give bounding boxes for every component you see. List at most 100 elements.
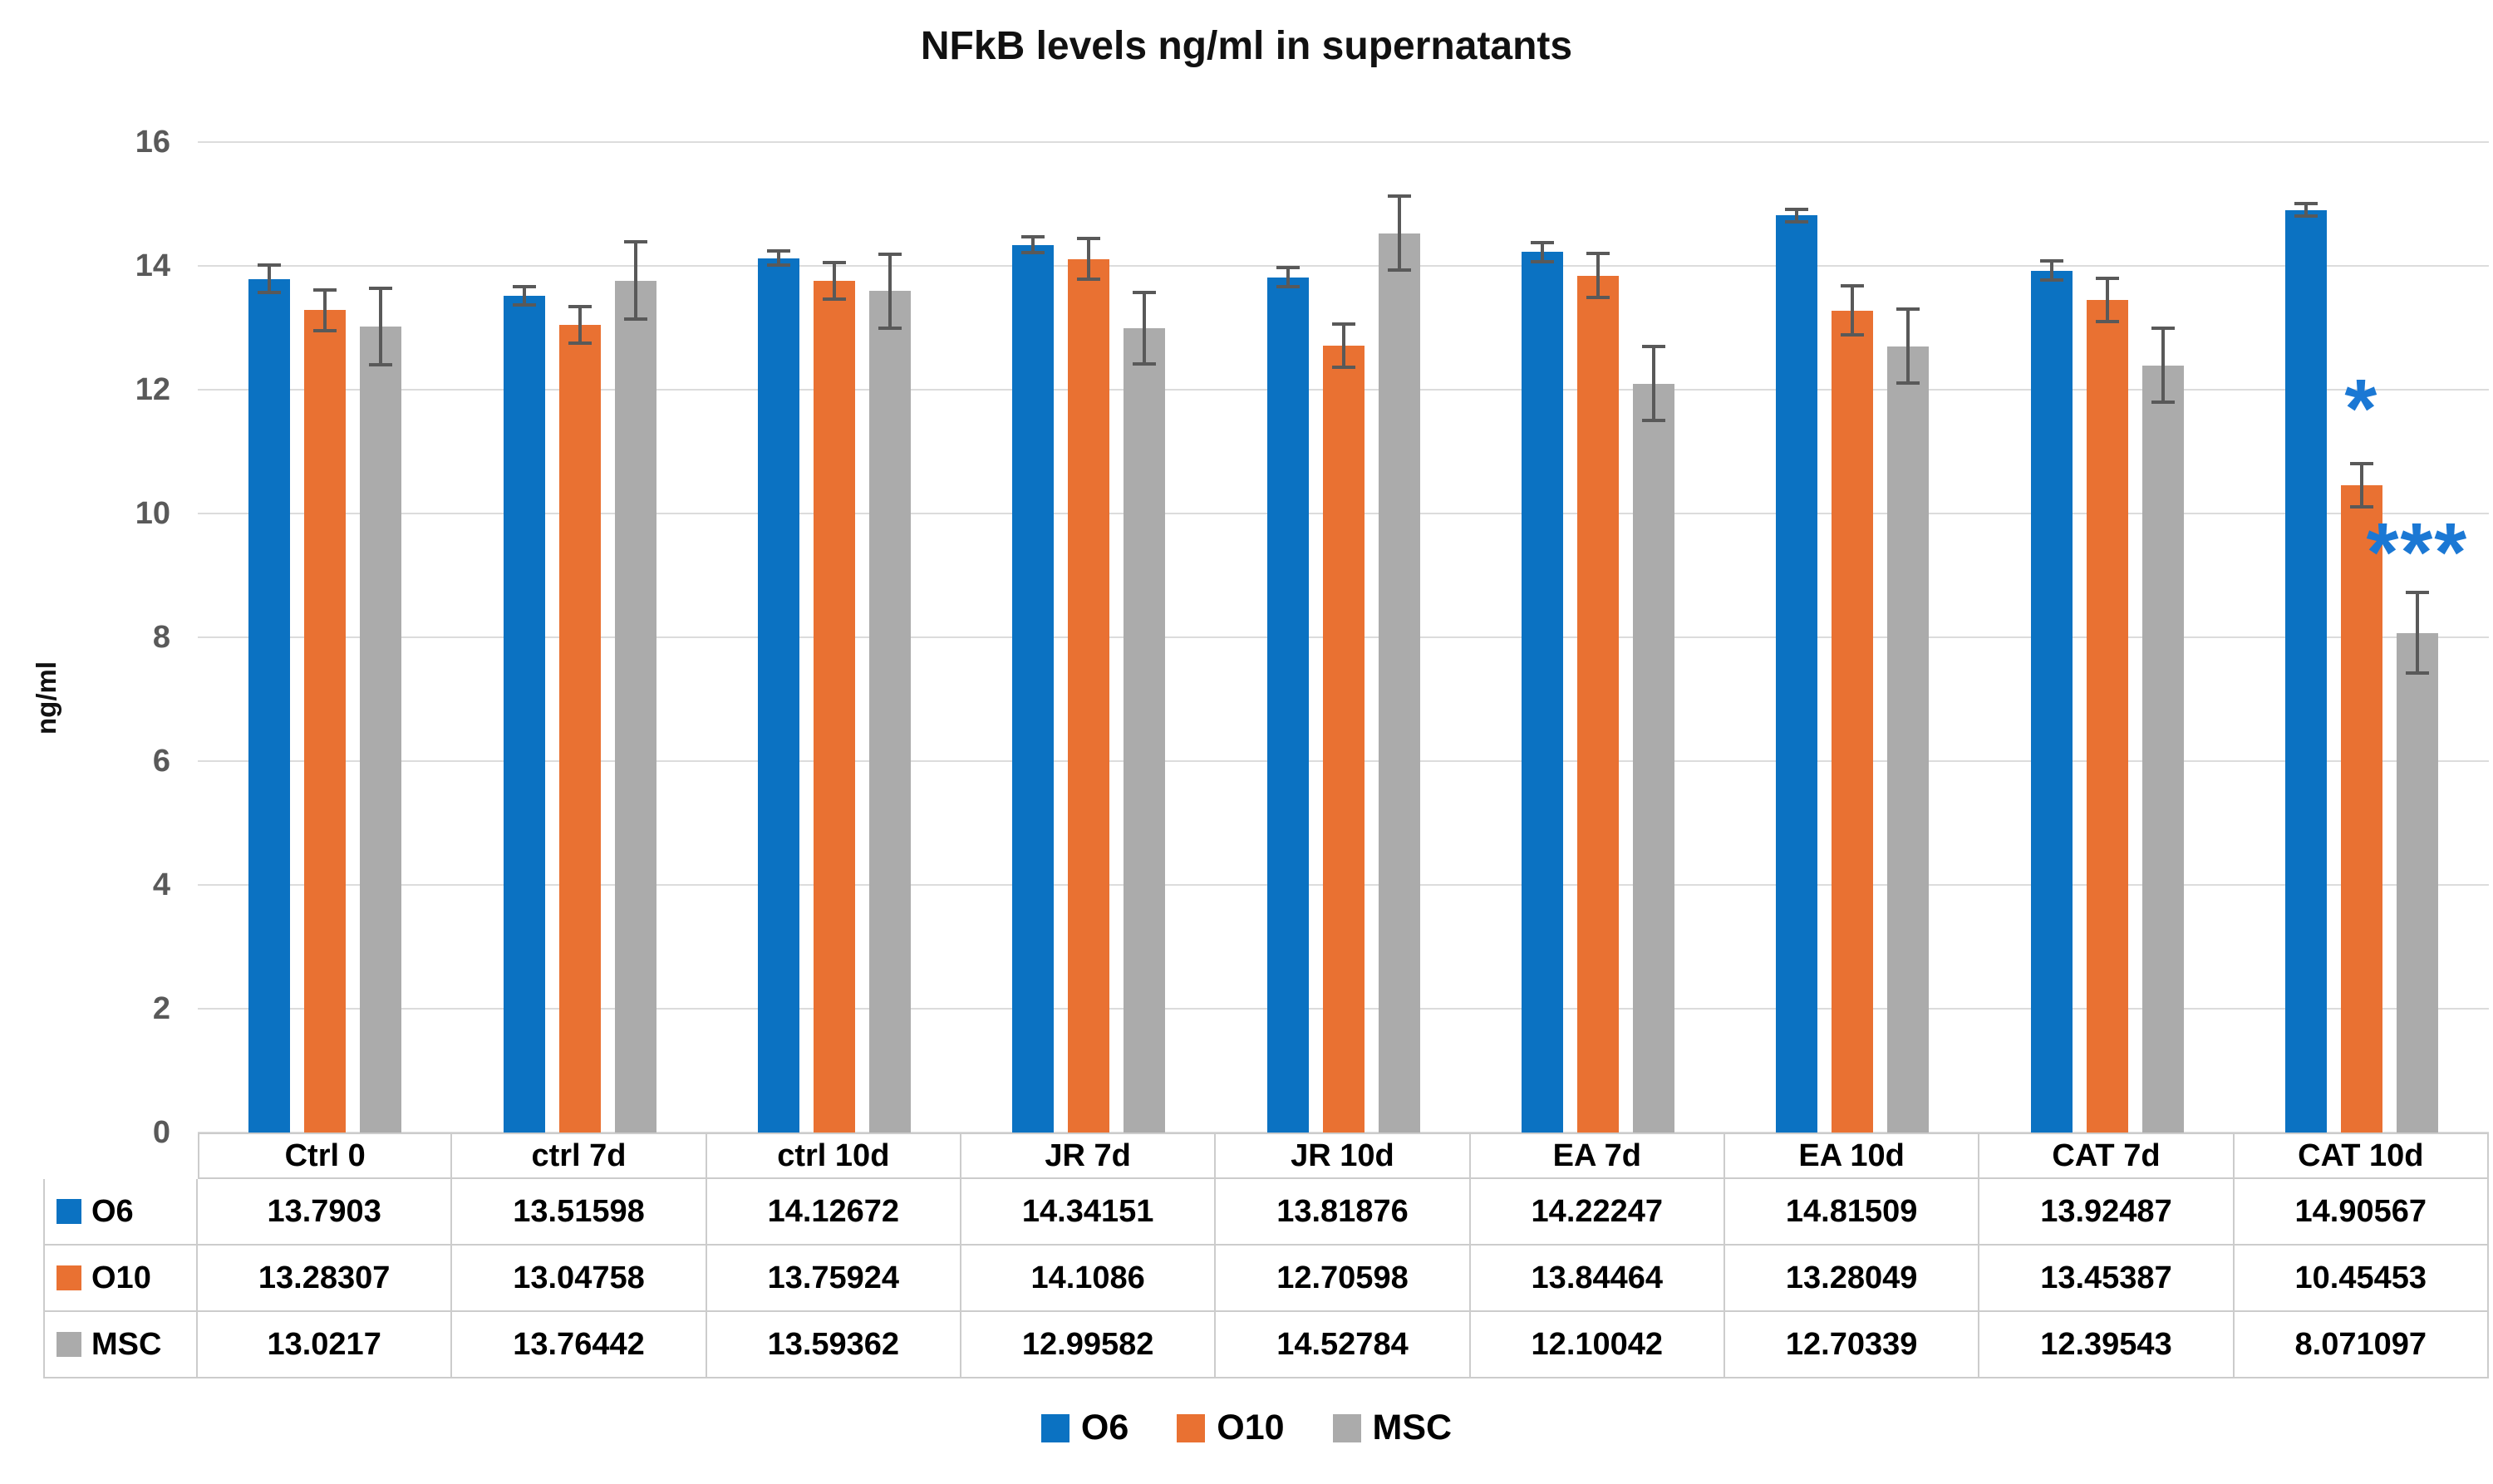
error-bar-cap: [1785, 219, 1809, 224]
table-header-cell: EA 7d: [1470, 1133, 1725, 1179]
bar-o6-ctrl-7d: [503, 296, 545, 1133]
error-bar: [2304, 204, 2308, 216]
y-tick-label: 6: [152, 744, 170, 779]
bar-o10-ctrl-0: [304, 310, 347, 1133]
table-value-cell: 14.81509: [1724, 1179, 1980, 1246]
error-bar: [1031, 236, 1035, 253]
data-table: Ctrl 0 ctrl 7d ctrl 10d JR 7d JR 10d EA 7d EA …: [43, 1133, 2489, 1378]
error-bar-cap: [822, 297, 846, 302]
table-value-cell: 12.99582: [961, 1312, 1217, 1378]
error-bar-cap: [1586, 295, 1610, 299]
table-corner-cell: [43, 1133, 198, 1179]
error-bar: [379, 287, 383, 366]
bar-o10-ctrl-7d: [558, 324, 601, 1133]
error-bar-cap: [1841, 283, 1865, 287]
bar-msc-ea-10d: [1887, 346, 1930, 1133]
error-bar-cap: [2095, 276, 2119, 280]
error-bar-cap: [369, 363, 393, 367]
bar-msc-ctrl-10d: [868, 291, 911, 1133]
error-bar: [888, 253, 892, 328]
bar-o10-ea-7d: [1576, 275, 1619, 1133]
bar-o6-ea-10d: [1776, 215, 1818, 1133]
error-bar-cap: [1276, 266, 1300, 270]
error-bar: [2161, 327, 2165, 403]
table-header-cell: JR 7d: [961, 1133, 1217, 1179]
table-header-cell: ctrl 7d: [452, 1133, 707, 1179]
table-value-cell: 13.04758: [452, 1246, 707, 1312]
error-bar-cap: [369, 286, 393, 290]
error-bar: [2105, 278, 2109, 322]
error-bar: [268, 265, 272, 292]
table-value-cell: 13.7903: [198, 1179, 453, 1246]
error-bar-cap: [2349, 462, 2373, 466]
y-tick-label: 14: [135, 248, 170, 283]
legend-swatch-icon: [1177, 1413, 1206, 1442]
error-bar-cap: [2349, 505, 2373, 509]
y-tick-label: 4: [152, 867, 170, 902]
significance-asterisk: ***: [2366, 506, 2469, 599]
error-bar-cap: [1331, 366, 1355, 370]
error-bar-cap: [313, 328, 337, 332]
error-bar: [578, 306, 582, 344]
error-bar-cap: [1133, 362, 1157, 366]
bar-o10-cat-10d: [2340, 485, 2382, 1133]
error-bar-cap: [1387, 194, 1411, 198]
error-bar-cap: [766, 248, 790, 253]
error-bar-cap: [623, 240, 647, 244]
y-tick-label: 0: [152, 1115, 170, 1150]
legend-key-icon: [57, 1199, 81, 1224]
error-bar: [1087, 238, 1091, 280]
legend-key-icon: [57, 1265, 81, 1290]
error-bar: [633, 242, 637, 319]
error-bar: [1341, 324, 1345, 368]
legend-swatch-icon: [1040, 1413, 1069, 1442]
bar-o10-ea-10d: [1832, 310, 1874, 1133]
error-bar-cap: [2151, 326, 2175, 330]
error-bar-cap: [313, 287, 337, 292]
error-bar: [2049, 261, 2053, 280]
error-bar-cap: [568, 304, 592, 308]
table-header-cell: JR 10d: [1216, 1133, 1471, 1179]
bar-o6-ctrl-10d: [757, 258, 799, 1133]
table-value-cell: 13.28049: [1724, 1246, 1980, 1312]
legend-item-msc: MSC: [1332, 1408, 1453, 1448]
legend-item-o6: O6: [1040, 1408, 1128, 1448]
legend-label: O10: [1217, 1408, 1285, 1447]
bar-o10-ctrl-10d: [813, 280, 855, 1133]
error-bar-cap: [878, 252, 902, 256]
error-bar: [1906, 308, 1910, 384]
table-header-cell: Ctrl 0: [198, 1133, 453, 1179]
bar-o6-cat-10d: [2284, 209, 2327, 1133]
legend-swatch-icon: [1332, 1413, 1361, 1442]
legend-item-o10: O10: [1177, 1408, 1285, 1448]
table-row-label-msc: MSC: [43, 1312, 198, 1378]
error-bar-cap: [1841, 333, 1865, 337]
bar-msc-ctrl-0: [360, 326, 402, 1133]
error-bar-cap: [2405, 591, 2429, 595]
bar-msc-jr-7d: [1124, 327, 1166, 1133]
error-bar-cap: [2405, 671, 2429, 676]
y-tick-label: 2: [152, 991, 170, 1026]
chart-title: NFkB levels ng/ml in supernatants: [920, 24, 1573, 68]
error-bar-cap: [1276, 284, 1300, 288]
bar-o10-jr-10d: [1322, 346, 1365, 1133]
table-value-cell: 14.52784: [1216, 1312, 1471, 1378]
table-value-cell: 13.76442: [452, 1312, 707, 1378]
table-value-cell: 12.39543: [1979, 1312, 2235, 1378]
error-bar: [1143, 292, 1147, 364]
error-bar: [2415, 592, 2419, 674]
error-bar-cap: [1641, 419, 1665, 423]
error-bar-cap: [568, 342, 592, 346]
table-header-cell: EA 10d: [1724, 1133, 1980, 1179]
error-bar-cap: [2294, 202, 2318, 206]
legend-label: MSC: [1372, 1408, 1453, 1447]
table-value-cell: 12.10042: [1470, 1312, 1725, 1378]
table-value-cell: 14.34151: [961, 1179, 1217, 1246]
bar-o6-ea-7d: [1521, 252, 1563, 1133]
table-value-cell: 10.45453: [2234, 1246, 2489, 1312]
bar-o6-cat-7d: [2030, 270, 2073, 1133]
error-bar-cap: [1530, 259, 1554, 263]
error-bar-cap: [623, 317, 647, 321]
